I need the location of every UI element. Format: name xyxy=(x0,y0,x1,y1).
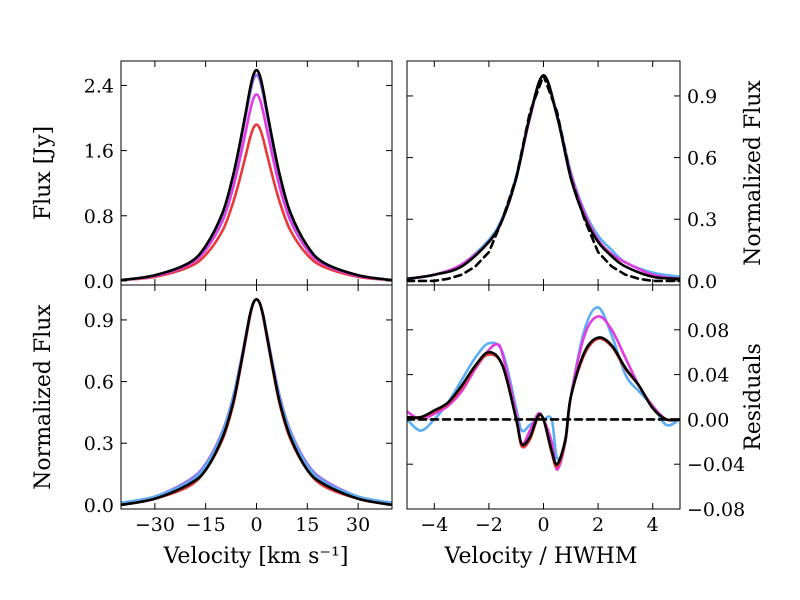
x-tick-label: 0 xyxy=(537,514,549,536)
y-axis-title-top-right: Normalized Flux xyxy=(741,80,766,266)
x-tick-label: −2 xyxy=(475,514,503,536)
series-line-model xyxy=(407,74,680,283)
x-tick-label: 0 xyxy=(250,514,262,536)
series-line-black xyxy=(121,68,392,282)
y-tick-label: 0.6 xyxy=(84,372,114,394)
panel-top-right: 0.0 0.3 0.6 0.9 xyxy=(406,60,717,293)
y-tick-label: −0.04 xyxy=(687,454,745,476)
y-tick-label: 0.0 xyxy=(84,271,114,293)
y-tick-label: 0.3 xyxy=(84,433,114,455)
y-tick-label: 0.8 xyxy=(84,206,114,228)
plot-area xyxy=(407,74,680,283)
series-line-black xyxy=(121,298,392,507)
y-tick-label: 0.9 xyxy=(687,86,717,108)
plot-area xyxy=(121,68,392,282)
x-tick-label: 4 xyxy=(647,514,659,536)
x-tick-label: 30 xyxy=(346,514,370,536)
series-line-black xyxy=(407,74,680,281)
x-tick-label: −4 xyxy=(420,514,448,536)
x-axis-title-bottom-left: Velocity [km s⁻¹] xyxy=(163,544,349,569)
x-axis-title-bottom-right: Velocity / HWHM xyxy=(444,544,638,569)
plot-area xyxy=(121,298,392,507)
y-tick-label: 0.0 xyxy=(84,495,114,517)
y-tick-label: 0.0 xyxy=(687,271,717,293)
panel-top-left: 0.0 0.8 1.6 2.4 xyxy=(84,60,393,293)
plot-area xyxy=(407,306,680,472)
y-tick-label: 0.00 xyxy=(687,409,729,431)
y-tick-label: 0.9 xyxy=(84,310,114,332)
y-tick-label: 2.4 xyxy=(84,75,114,97)
y-axis-title-top-left: Flux [Jy] xyxy=(31,126,56,220)
panel-bottom-right: −4 −2 0 2 4 −0.08 −0.04 0.00 0.04 0.08 xyxy=(406,284,745,536)
y-tick-label: 1.6 xyxy=(84,141,114,163)
panel-bottom-left: −30 −15 0 15 30 0.0 0.3 0.6 0.9 xyxy=(84,284,393,536)
x-tick-label: 2 xyxy=(592,514,604,536)
x-tick-label: −30 xyxy=(135,514,175,536)
y-tick-label: 0.6 xyxy=(687,148,717,170)
y-axis-title-bottom-left: Normalized Flux xyxy=(31,304,56,490)
y-tick-label: −0.08 xyxy=(687,499,745,521)
y-tick-label: 0.3 xyxy=(687,209,717,231)
y-tick-label: 0.08 xyxy=(687,320,729,342)
y-tick-label: 0.04 xyxy=(687,365,729,387)
x-tick-label: 15 xyxy=(295,514,319,536)
series-line-red xyxy=(121,123,392,282)
x-tick-label: −15 xyxy=(186,514,226,536)
series-line-magenta xyxy=(121,93,392,282)
y-axis-title-bottom-right: Residuals xyxy=(741,343,766,451)
